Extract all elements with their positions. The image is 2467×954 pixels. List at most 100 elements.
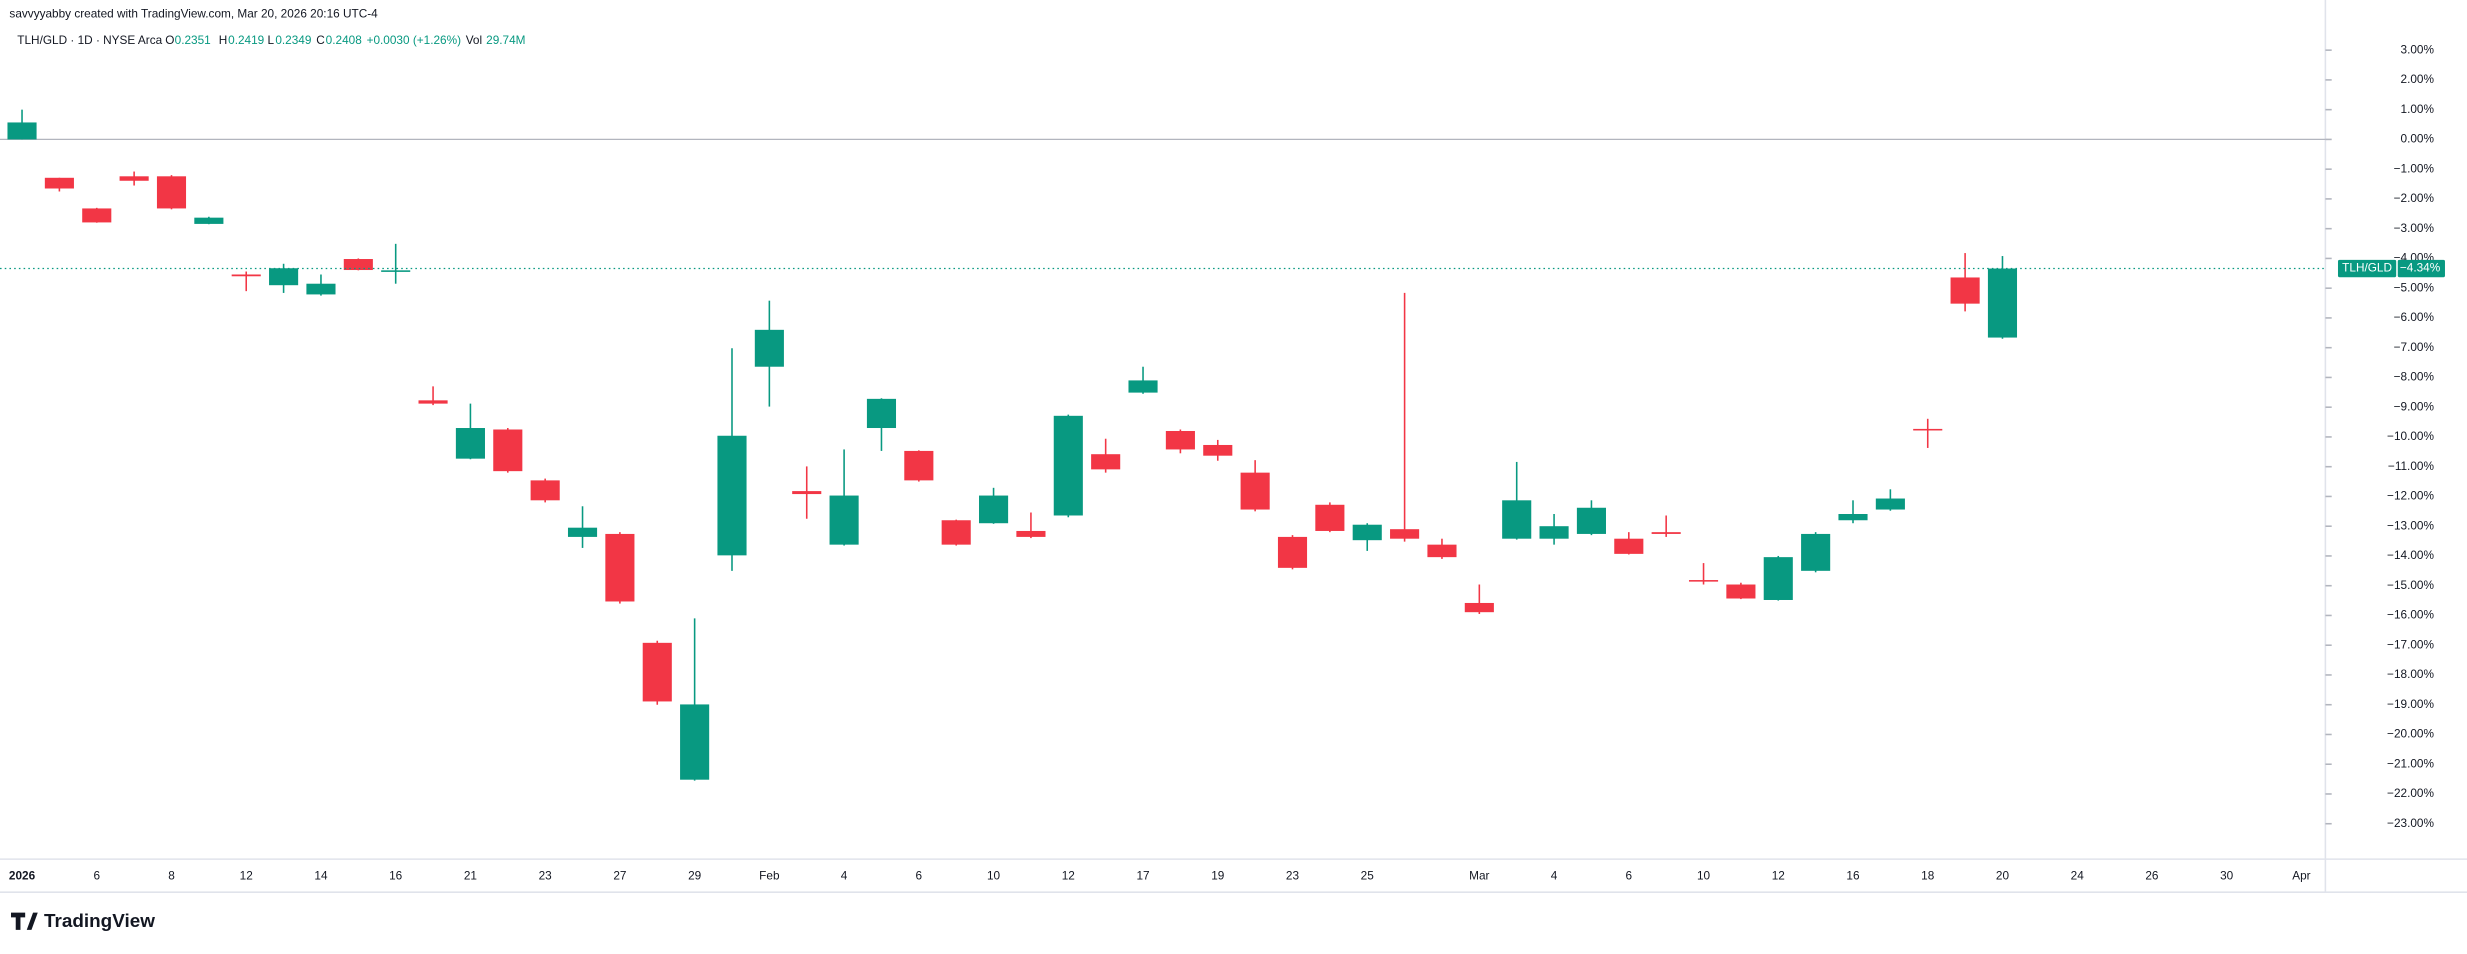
candle-body [1576, 507, 1606, 534]
x-tick-label: 8 [168, 869, 175, 883]
y-tick-label: −11.00% [2388, 459, 2435, 473]
y-tick-label: −20.00% [2387, 727, 2434, 741]
candle-body [1091, 454, 1121, 470]
x-tick-label: 21 [464, 869, 477, 883]
candle-body [343, 259, 373, 271]
candle-body [1763, 557, 1793, 600]
attribution: savvyyabby created with TradingView.com,… [9, 6, 378, 20]
candle-body [1427, 544, 1457, 558]
y-tick-label: −10.00% [2387, 429, 2434, 443]
x-tick-label: 14 [314, 869, 328, 883]
y-tick-label: 1.00% [2401, 102, 2435, 116]
x-tick-label: 25 [1361, 869, 1375, 883]
candle-body [1950, 277, 1980, 304]
label: Vol [466, 33, 482, 47]
x-tick-label: 12 [240, 869, 253, 883]
x-tick-label: Mar [1469, 869, 1489, 883]
y-tick-label: −23.00% [2387, 816, 2434, 830]
logo-mark [11, 912, 38, 930]
x-tick-label: 20 [1996, 869, 2010, 883]
ohlc-legend: TLH/GLD · 1D · NYSE Arca O 0.2351 H 0.24… [17, 33, 525, 47]
candle-body [1277, 536, 1308, 568]
x-tick-label: 6 [93, 869, 100, 883]
candle-body [1464, 602, 1494, 613]
y-tick-label: −9.00% [2394, 399, 2435, 413]
candle-body [44, 177, 74, 189]
candle-body [7, 122, 37, 140]
candle-body [1913, 428, 1943, 431]
y-tick-label: −6.00% [2394, 310, 2435, 324]
candle-body [1053, 415, 1083, 516]
y-tick-label: −14.00% [2387, 548, 2434, 562]
y-tick-label: −5.00% [2394, 280, 2435, 294]
x-tick-label: 19 [1211, 869, 1224, 883]
x-tick-label: 27 [613, 869, 626, 883]
candle-body [605, 533, 635, 602]
y-tick-label: 0.00% [2401, 132, 2435, 146]
y-tick-label: −2.00% [2394, 191, 2435, 205]
x-tick-label: 23 [539, 869, 553, 883]
x-tick-label: 4 [1551, 869, 1558, 883]
x-tick-label: 29 [688, 869, 701, 883]
candle-body [642, 642, 672, 702]
label: L [267, 33, 274, 47]
candle-body [866, 398, 897, 429]
candle-body [119, 176, 149, 181]
y-tick-label: −19.00% [2387, 697, 2434, 711]
candle-body [1128, 380, 1158, 393]
x-tick-label: 16 [1846, 869, 1860, 883]
y-tick-label: −18.00% [2387, 667, 2434, 681]
y-tick-label: −21.00% [2387, 756, 2434, 770]
x-tick-label: 16 [389, 869, 403, 883]
x-tick-label: Apr [2292, 869, 2310, 883]
candle-body [717, 435, 747, 556]
value: 0.2351 [175, 33, 211, 47]
candle-body [1502, 500, 1532, 539]
candle-body [979, 495, 1009, 524]
x-tick-label: 30 [2220, 869, 2234, 883]
x-tick-label: 18 [1921, 869, 1935, 883]
label: O [165, 33, 174, 47]
label: C [316, 33, 325, 47]
x-tick-label: 6 [916, 869, 923, 883]
candle-body [1240, 472, 1270, 510]
x-tick-label: 4 [841, 869, 848, 883]
y-tick-label: −1.00% [2394, 161, 2435, 175]
candle-body [82, 208, 112, 223]
candle-body [418, 400, 448, 404]
candle-body [904, 450, 934, 481]
candle-body [680, 704, 710, 780]
candle-body [1801, 533, 1831, 571]
candle-body [269, 268, 299, 286]
y-tick-label: −17.00% [2387, 637, 2434, 651]
candle-body [530, 480, 560, 501]
x-tick-label: 17 [1136, 869, 1149, 883]
y-tick-label: −22.00% [2387, 786, 2434, 800]
x-tick-label: 10 [1697, 869, 1711, 883]
y-tick-label: −16.00% [2387, 608, 2434, 622]
x-tick-label: 23 [1286, 869, 1300, 883]
candle-body [941, 520, 971, 545]
logo: TradingView [11, 911, 155, 932]
x-tick-label: 24 [2071, 869, 2085, 883]
candle-body [1016, 530, 1046, 537]
label: H [219, 33, 228, 47]
candle-body [1203, 444, 1233, 456]
candle-body [1390, 529, 1420, 539]
candle-body [493, 429, 523, 472]
x-tick-label: 12 [1772, 869, 1785, 883]
x-tick-label: 26 [2145, 869, 2159, 883]
x-tick-label: 2026 [9, 869, 36, 883]
x-tick-label: 10 [987, 869, 1001, 883]
y-tick-label: −3.00% [2394, 221, 2435, 235]
y-tick-label: −7.00% [2394, 340, 2435, 354]
candle-body [1352, 524, 1382, 541]
candle-body [1539, 526, 1569, 539]
price-tag-name-bg [2337, 259, 2397, 278]
candle-body [455, 428, 485, 459]
candle-body [1651, 532, 1681, 534]
x-tick-label: Feb [759, 869, 780, 883]
y-tick-label: −13.00% [2387, 518, 2434, 532]
